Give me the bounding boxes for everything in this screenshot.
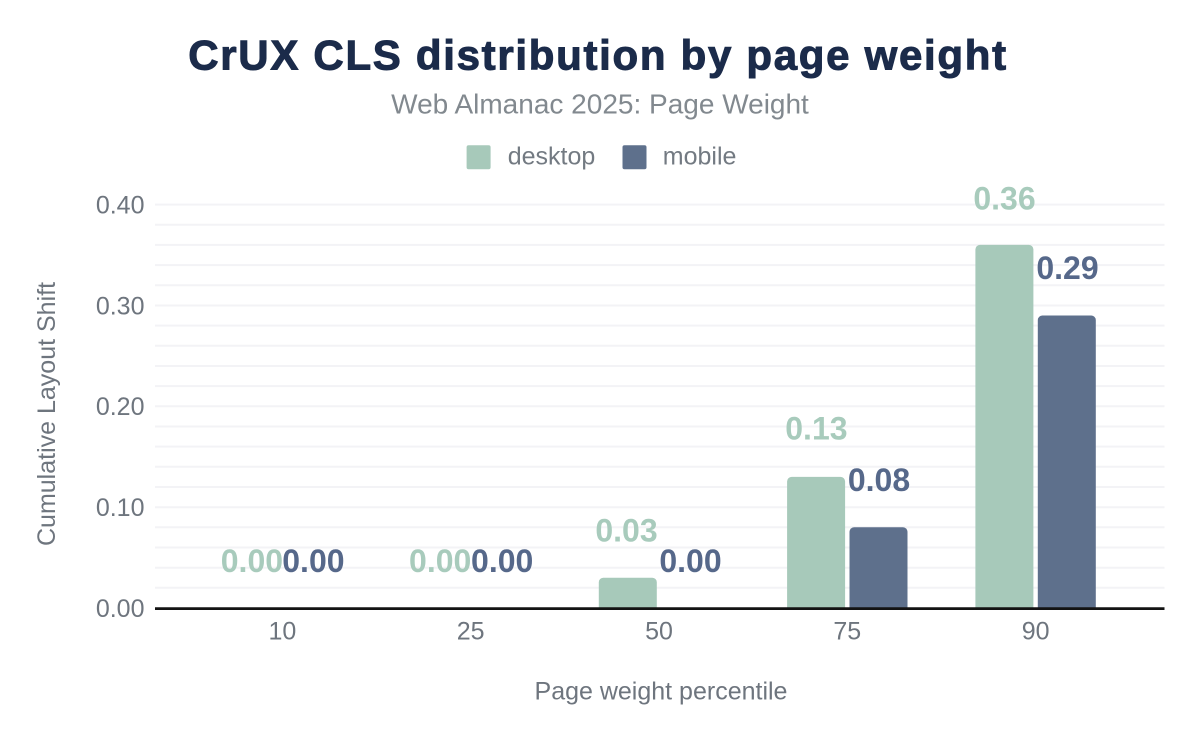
svg-text:0.10: 0.10 [96, 494, 145, 522]
svg-text:0.40: 0.40 [96, 191, 145, 219]
svg-text:CrUX CLS distribution by page: CrUX CLS distribution by page weight [188, 32, 1008, 79]
svg-text:0.00: 0.00 [659, 543, 721, 579]
svg-text:Cumulative Layout Shift: Cumulative Layout Shift [33, 282, 61, 546]
svg-text:0.29: 0.29 [1036, 250, 1098, 286]
svg-text:0.08: 0.08 [848, 462, 910, 498]
svg-text:90: 90 [1022, 618, 1050, 646]
svg-text:Page weight percentile: Page weight percentile [535, 678, 788, 706]
svg-text:75: 75 [833, 618, 861, 646]
svg-text:0.00: 0.00 [221, 543, 283, 579]
svg-text:0.00: 0.00 [96, 595, 145, 623]
svg-text:0.20: 0.20 [96, 393, 145, 421]
svg-text:Web Almanac 2025: Page Weight: Web Almanac 2025: Page Weight [391, 88, 809, 119]
svg-text:0.00: 0.00 [409, 543, 471, 579]
svg-text:desktop: desktop [508, 143, 596, 171]
svg-text:mobile: mobile [663, 143, 737, 171]
svg-text:50: 50 [645, 618, 673, 646]
svg-text:0.00: 0.00 [282, 543, 344, 579]
svg-text:0.13: 0.13 [785, 411, 847, 447]
svg-text:10: 10 [268, 618, 296, 646]
svg-text:0.36: 0.36 [973, 180, 1035, 216]
svg-text:25: 25 [457, 618, 485, 646]
svg-text:0.30: 0.30 [96, 292, 145, 320]
svg-text:0.03: 0.03 [595, 513, 657, 549]
svg-text:0.00: 0.00 [471, 543, 533, 579]
